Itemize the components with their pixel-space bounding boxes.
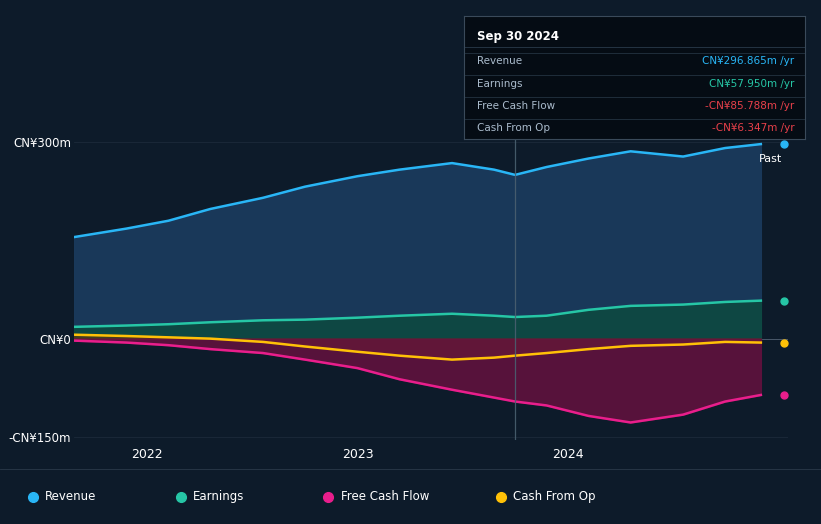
Text: Revenue: Revenue (478, 57, 523, 67)
Text: CN¥296.865m /yr: CN¥296.865m /yr (702, 57, 795, 67)
Text: Cash From Op: Cash From Op (478, 123, 551, 133)
Text: CN¥57.950m /yr: CN¥57.950m /yr (709, 79, 795, 89)
Text: Cash From Op: Cash From Op (513, 490, 595, 504)
Text: -CN¥6.347m /yr: -CN¥6.347m /yr (712, 123, 795, 133)
Text: Earnings: Earnings (478, 79, 523, 89)
Text: Earnings: Earnings (193, 490, 245, 504)
Text: Free Cash Flow: Free Cash Flow (341, 490, 429, 504)
Text: -CN¥85.788m /yr: -CN¥85.788m /yr (705, 101, 795, 111)
Text: Past: Past (759, 154, 782, 163)
Text: Revenue: Revenue (45, 490, 97, 504)
Text: Sep 30 2024: Sep 30 2024 (478, 30, 559, 43)
Text: Free Cash Flow: Free Cash Flow (478, 101, 556, 111)
